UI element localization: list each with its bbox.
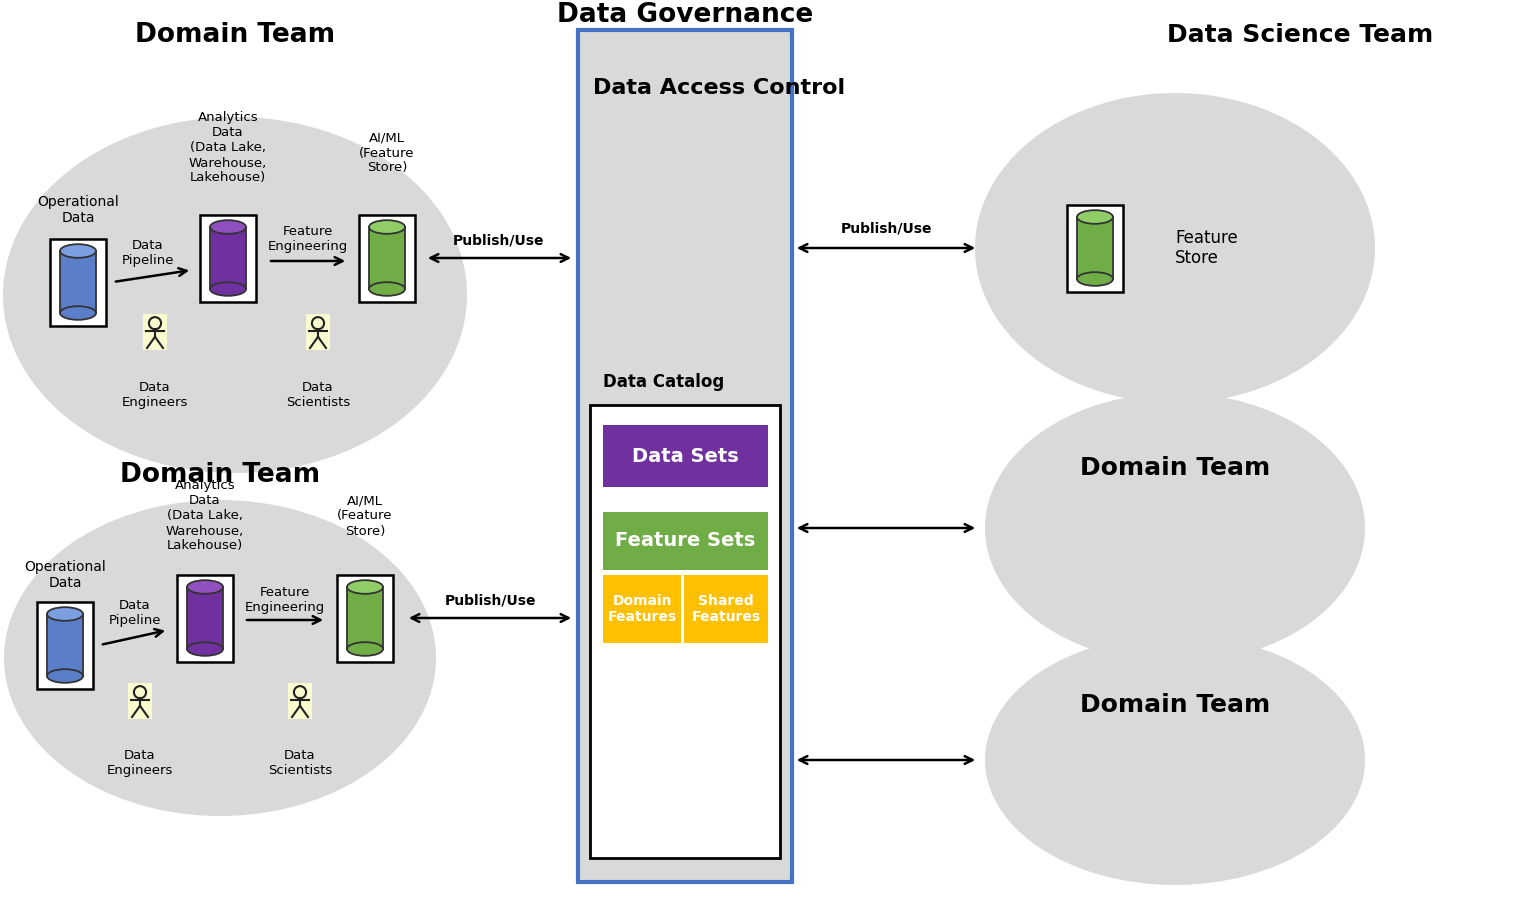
Text: AI/ML
(Feature
Store): AI/ML (Feature Store) [337,495,393,538]
Text: Feature
Engineering: Feature Engineering [245,586,325,614]
Ellipse shape [370,220,405,234]
Text: Data Catalog: Data Catalog [604,373,724,391]
Text: Data
Scientists: Data Scientists [268,749,333,777]
Text: Domain
Features: Domain Features [607,594,676,624]
Text: Data
Engineers: Data Engineers [106,749,172,777]
Ellipse shape [5,500,436,816]
Bar [604,425,768,487]
Text: Publish/Use: Publish/Use [841,221,932,235]
Text: AI/ML
(Feature
Store): AI/ML (Feature Store) [359,131,414,174]
Text: Analytics
Data
(Data Lake,
Warehouse,
Lakehouse): Analytics Data (Data Lake, Warehouse, La… [166,479,245,553]
Bar [177,575,233,662]
Bar [1076,217,1113,279]
Ellipse shape [60,244,95,258]
Text: Publish/Use: Publish/Use [453,233,545,247]
Bar [578,30,792,882]
Ellipse shape [60,307,95,319]
Text: Domain Team: Domain Team [120,462,320,488]
Bar [128,683,152,719]
Text: Data Science Team: Data Science Team [1167,23,1434,47]
Text: Feature Sets: Feature Sets [616,532,756,551]
Ellipse shape [186,643,223,655]
Bar [370,227,405,289]
Text: Publish/Use: Publish/Use [444,593,536,607]
Ellipse shape [975,93,1375,403]
Bar [359,215,414,301]
Ellipse shape [3,117,467,473]
Bar [346,587,383,649]
Text: Data Governance: Data Governance [557,2,813,28]
Text: Operational
Data: Operational Data [25,560,106,590]
Bar [186,587,223,649]
Bar [684,575,768,643]
Text: Analytics
Data
(Data Lake,
Warehouse,
Lakehouse): Analytics Data (Data Lake, Warehouse, La… [189,111,266,185]
Text: Data
Engineers: Data Engineers [122,381,188,409]
Bar [143,314,166,350]
Text: Feature
Engineering: Feature Engineering [268,225,348,253]
Bar [209,227,246,289]
Ellipse shape [48,669,83,683]
Ellipse shape [986,635,1364,885]
Text: Domain Team: Domain Team [1080,456,1270,480]
Bar [1067,205,1123,292]
Ellipse shape [346,643,383,655]
Bar [37,601,92,688]
Ellipse shape [48,607,83,621]
Ellipse shape [1076,210,1113,224]
Text: Feature
Store: Feature Store [1175,229,1238,267]
Text: Data
Pipeline: Data Pipeline [109,599,162,627]
Text: Shared
Features: Shared Features [691,594,761,624]
Bar [306,314,330,350]
Bar [604,512,768,570]
Text: Domain Team: Domain Team [1080,693,1270,717]
Bar [590,405,779,858]
Ellipse shape [346,580,383,594]
Ellipse shape [1076,272,1113,285]
Text: Data Sets: Data Sets [631,446,739,465]
Ellipse shape [209,282,246,296]
Ellipse shape [186,580,223,594]
Bar [200,215,256,301]
Bar [288,683,313,719]
Ellipse shape [209,220,246,234]
Bar [604,575,681,643]
Ellipse shape [370,282,405,296]
Bar [48,614,83,676]
Text: Data
Pipeline: Data Pipeline [122,239,174,267]
Text: Domain Team: Domain Team [136,22,336,48]
Bar [60,251,95,313]
Text: Data
Scientists: Data Scientists [286,381,350,409]
Text: Data Access Control: Data Access Control [593,78,845,98]
Bar [337,575,393,662]
Bar [49,239,106,326]
Ellipse shape [986,393,1364,663]
Text: Operational
Data: Operational Data [37,195,119,225]
